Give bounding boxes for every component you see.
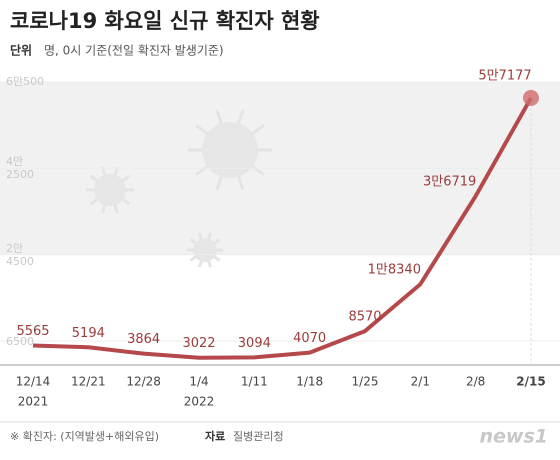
y-tick-label: 4만 2500 [6,155,34,182]
x-tick-label: 1/11 [241,375,268,389]
x-tick-label: 2/8 [466,375,485,389]
data-label: 1만8340 [368,263,421,278]
x-tick-label: 1/25 [352,375,379,389]
y-tick-label: 6만500 [6,75,45,89]
chart-title: 코로나19 화요일 신규 확진자 현황 [10,9,320,33]
footnote: ※ 확진자: (지역발생+해외유입) [10,429,159,443]
virus [193,238,217,262]
plot-area [0,81,560,366]
x-tick-label: 1/4 [189,375,208,389]
data-label: 4070 [293,331,326,346]
line [32,96,533,360]
x-tick-label: 12/14 [16,375,51,389]
x-tick-label: 2/1 [411,375,430,389]
band [0,81,560,169]
subtitle: 명, 0시 기준(전일 확진자 발생기준) [44,44,224,58]
y-tick-label: 2만 4500 [6,241,34,268]
y-tick-label: 6500 [6,334,34,348]
source-label: 자료 [205,429,225,443]
year-label: 2022 [184,395,215,409]
x-tick-label: 2/15 [516,375,545,389]
x-tick-label: 1/18 [296,375,323,389]
logo: news1 [480,426,549,448]
x-tick-label: 12/28 [126,375,161,389]
source: 질병관리청 [233,430,284,443]
data-label: 3만6719 [423,175,476,190]
data-label: 5194 [72,326,105,341]
x-tick-label: 12/21 [71,375,106,389]
year-label: 2021 [18,395,49,409]
data-label: 5만7177 [478,68,531,83]
virus [94,174,126,206]
unit-label: 단위 [10,43,32,58]
data-label: 3094 [238,336,271,351]
data-label: 3022 [182,336,215,351]
data-label: 8570 [348,310,381,325]
end-marker [523,89,539,106]
data-label: 3864 [127,332,160,347]
virus [202,122,258,178]
data-label: 5565 [16,324,49,339]
